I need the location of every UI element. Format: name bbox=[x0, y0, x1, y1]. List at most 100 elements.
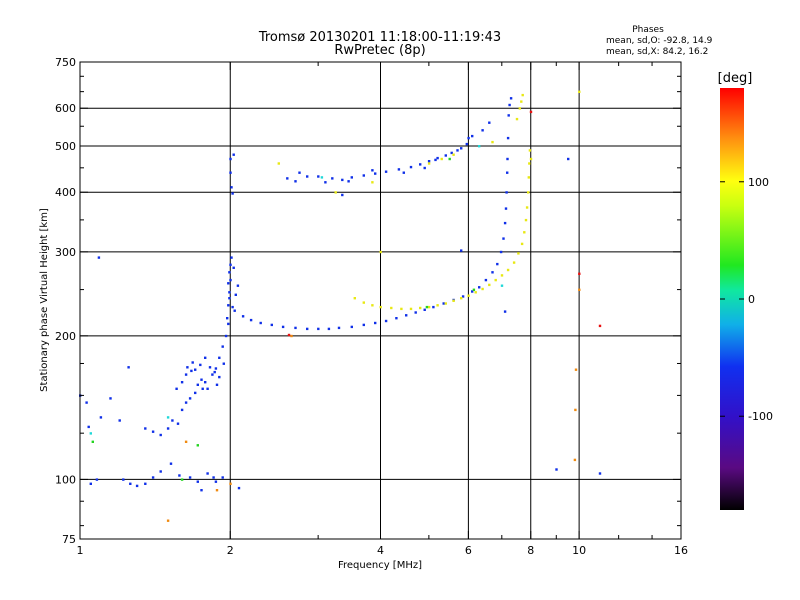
colorbar-tick-label: 0 bbox=[748, 293, 755, 306]
data-point bbox=[374, 321, 377, 325]
data-point bbox=[201, 387, 204, 390]
data-point bbox=[228, 271, 231, 274]
data-point bbox=[503, 310, 507, 313]
colorbar-tick-label: 100 bbox=[748, 176, 769, 189]
data-point bbox=[122, 478, 125, 481]
data-point bbox=[491, 271, 494, 274]
data-point bbox=[434, 158, 437, 162]
data-point bbox=[180, 381, 184, 384]
data-point bbox=[371, 169, 374, 172]
data-point bbox=[598, 324, 602, 328]
chart-subtitle: RwPretec (8p) bbox=[334, 43, 425, 58]
data-point bbox=[450, 151, 453, 155]
data-point bbox=[211, 373, 214, 376]
phase-stats-o: mean, sd,O: -92.8, 14.9 bbox=[606, 36, 713, 46]
data-point bbox=[224, 334, 228, 338]
data-point bbox=[384, 170, 388, 173]
data-point bbox=[481, 129, 484, 132]
data-point bbox=[527, 191, 530, 194]
data-point bbox=[508, 103, 511, 107]
data-point bbox=[467, 294, 470, 297]
data-point bbox=[298, 171, 301, 174]
data-point bbox=[206, 387, 209, 390]
data-point bbox=[521, 93, 524, 97]
phase-stats-x: mean, sd,X: 84.2, 16.2 bbox=[606, 47, 708, 57]
data-point bbox=[578, 288, 581, 291]
data-point bbox=[573, 458, 577, 462]
data-point bbox=[419, 306, 422, 310]
data-point bbox=[400, 307, 403, 311]
data-point bbox=[574, 408, 577, 412]
data-point bbox=[506, 136, 510, 140]
data-point bbox=[89, 482, 92, 485]
data-point bbox=[175, 387, 178, 390]
data-point bbox=[228, 297, 231, 300]
data-point bbox=[206, 472, 209, 475]
colorbar-ticks: 100 0 -100 bbox=[720, 176, 773, 423]
data-point bbox=[144, 482, 147, 485]
data-point bbox=[496, 262, 499, 266]
data-point bbox=[226, 317, 229, 320]
data-point bbox=[320, 176, 324, 179]
data-point bbox=[467, 136, 470, 140]
data-point bbox=[471, 134, 474, 138]
data-point bbox=[484, 278, 488, 282]
data-point bbox=[85, 401, 88, 404]
data-point bbox=[452, 153, 455, 156]
data-point bbox=[506, 171, 509, 174]
data-point bbox=[481, 287, 484, 291]
data-point bbox=[204, 356, 207, 359]
data-point bbox=[306, 175, 309, 178]
data-point bbox=[231, 192, 234, 195]
data-point bbox=[135, 484, 139, 488]
data-point bbox=[222, 362, 225, 365]
data-point bbox=[151, 430, 155, 433]
y-tick-label: 600 bbox=[55, 102, 76, 115]
data-point bbox=[159, 433, 162, 437]
data-point bbox=[529, 157, 533, 161]
data-point bbox=[87, 425, 90, 429]
data-point bbox=[232, 153, 235, 156]
data-point bbox=[523, 231, 526, 234]
data-point bbox=[190, 369, 193, 373]
data-point bbox=[448, 157, 451, 161]
data-point bbox=[294, 180, 297, 183]
data-point bbox=[503, 221, 507, 225]
y-tick-label: 750 bbox=[55, 56, 76, 69]
data-point bbox=[409, 307, 413, 311]
data-point bbox=[180, 408, 184, 412]
data-point bbox=[229, 263, 232, 266]
data-point bbox=[166, 427, 170, 430]
data-point bbox=[397, 168, 401, 171]
data-point bbox=[317, 327, 320, 331]
data-point bbox=[517, 252, 520, 255]
data-point bbox=[184, 373, 188, 376]
data-point bbox=[350, 176, 353, 179]
data-point bbox=[331, 177, 334, 180]
data-point bbox=[109, 397, 112, 400]
data-point bbox=[221, 345, 224, 348]
data-point bbox=[362, 301, 365, 304]
x-tick-label: 1 bbox=[77, 544, 84, 557]
data-point bbox=[353, 297, 356, 300]
data-point bbox=[362, 323, 365, 327]
data-point bbox=[171, 419, 174, 422]
x-axis-label: Frequency [MHz] bbox=[338, 560, 422, 571]
data-point bbox=[228, 291, 231, 294]
data-point bbox=[527, 176, 530, 179]
data-point bbox=[505, 191, 508, 194]
data-point bbox=[169, 462, 173, 465]
data-point bbox=[502, 237, 505, 240]
data-point bbox=[166, 519, 170, 522]
data-point bbox=[227, 282, 230, 285]
y-tick-label: 200 bbox=[55, 330, 76, 343]
data-point bbox=[520, 242, 524, 246]
data-point bbox=[337, 326, 341, 330]
data-point bbox=[214, 367, 218, 370]
x-tick-label: 6 bbox=[465, 544, 472, 557]
data-point bbox=[491, 140, 494, 144]
data-point bbox=[218, 356, 221, 359]
data-point bbox=[196, 480, 199, 483]
data-point bbox=[166, 416, 170, 419]
